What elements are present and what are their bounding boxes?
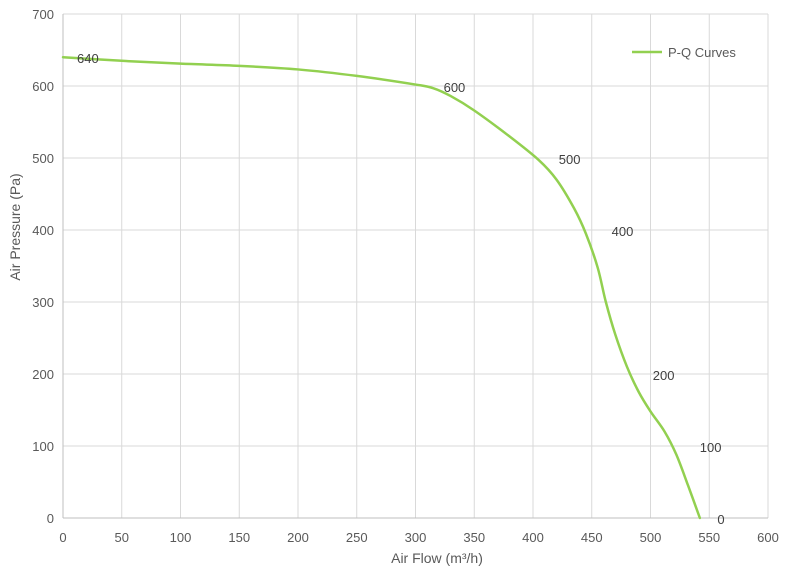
x-tick-label-150: 150 (228, 530, 250, 545)
x-tick-label-350: 350 (463, 530, 485, 545)
x-tick-label-550: 550 (698, 530, 720, 545)
series-line-pq-curves (61, 55, 702, 520)
axes (62, 14, 768, 519)
y-axis-title: Air Pressure (Pa) (7, 173, 23, 280)
data-labels: 640 600 500 400 200 100 0 (77, 51, 725, 527)
x-tick-label-400: 400 (522, 530, 544, 545)
x-tick-label-450: 450 (581, 530, 603, 545)
tick-labels: 0 50 100 150 200 250 300 350 400 450 500 550 600 0 100… (32, 7, 779, 545)
x-axis-title: Air Flow (m³/h) (391, 550, 483, 566)
legend-label-pq-curves: P-Q Curves (668, 45, 736, 60)
legend: P-Q Curves (632, 45, 736, 60)
data-label-640: 640 (77, 51, 99, 66)
y-tick-label-300: 300 (32, 295, 54, 310)
x-tick-label-600: 600 (757, 530, 779, 545)
y-tick-label-600: 600 (32, 79, 54, 94)
grid (62, 13, 769, 519)
x-tick-label-200: 200 (287, 530, 309, 545)
x-tick-label-100: 100 (170, 530, 192, 545)
y-tick-label-0: 0 (47, 511, 54, 526)
y-tick-label-700: 700 (32, 7, 54, 22)
y-tick-label-100: 100 (32, 439, 54, 454)
x-tick-label-0: 0 (59, 530, 66, 545)
y-tick-label-200: 200 (32, 367, 54, 382)
data-label-100: 100 (700, 440, 722, 455)
x-tick-label-300: 300 (405, 530, 427, 545)
data-label-600: 600 (444, 80, 466, 95)
x-tick-label-500: 500 (640, 530, 662, 545)
series-layer (61, 55, 702, 520)
x-tick-label-50: 50 (115, 530, 129, 545)
data-label-200: 200 (653, 368, 675, 383)
data-label-0: 0 (717, 512, 724, 527)
x-tick-label-250: 250 (346, 530, 368, 545)
y-tick-label-400: 400 (32, 223, 54, 238)
data-label-500: 500 (559, 152, 581, 167)
data-label-400: 400 (612, 224, 634, 239)
y-tick-label-500: 500 (32, 151, 54, 166)
